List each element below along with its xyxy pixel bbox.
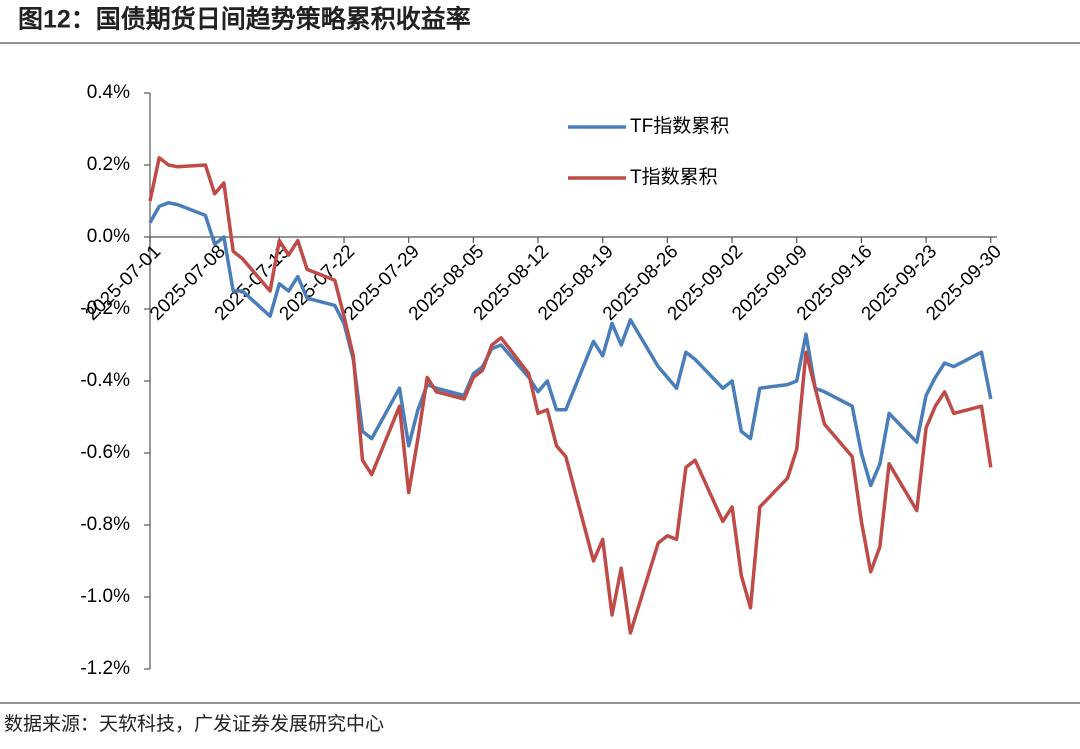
source: 数据来源：天软科技，广发证券发展研究中心: [4, 713, 384, 735]
chart-title: 图12：国债期货日间趋势策略累积收益率: [18, 5, 471, 34]
y-tick-label: -0.4%: [80, 370, 130, 391]
y-tick-label: -0.2%: [80, 298, 130, 319]
series-line: [148, 201, 993, 488]
legend-label: TF指数累积: [630, 115, 729, 137]
y-tick-label: -1.2%: [80, 658, 130, 679]
y-tick-label: -1.0%: [80, 586, 130, 607]
y-tick-label: 0.0%: [87, 226, 130, 247]
legend-label: T指数累积: [630, 166, 718, 188]
y-tick-label: 0.4%: [87, 82, 130, 103]
y-tick-label: 0.2%: [87, 154, 130, 175]
series-line: [148, 156, 993, 635]
y-tick-label: -0.8%: [80, 514, 130, 535]
y-tick-label: -0.6%: [80, 442, 130, 463]
